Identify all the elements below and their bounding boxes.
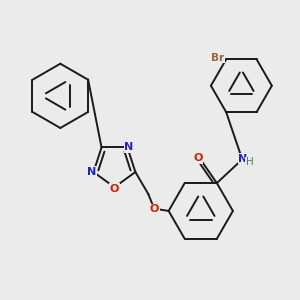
Text: H: H [246, 157, 254, 167]
Text: O: O [194, 153, 203, 164]
Text: O: O [110, 184, 119, 194]
Text: O: O [150, 204, 159, 214]
Text: N: N [87, 167, 97, 177]
Text: N: N [124, 142, 134, 152]
Text: N: N [238, 154, 248, 164]
Text: Br: Br [211, 52, 224, 63]
